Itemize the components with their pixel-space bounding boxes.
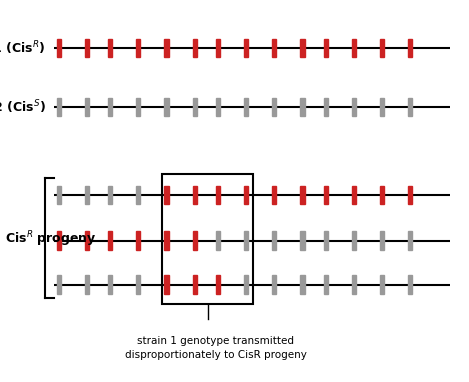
Bar xyxy=(244,275,249,294)
Bar xyxy=(108,39,112,57)
Bar xyxy=(192,98,197,116)
Bar xyxy=(164,186,168,204)
Bar xyxy=(192,231,197,250)
Bar xyxy=(136,39,141,57)
Bar xyxy=(300,39,305,57)
Bar xyxy=(56,231,61,250)
Bar xyxy=(164,231,168,250)
Bar xyxy=(380,231,385,250)
Bar xyxy=(324,98,328,116)
Bar xyxy=(324,186,328,204)
Bar xyxy=(136,186,141,204)
Bar xyxy=(192,39,197,57)
Bar xyxy=(408,186,413,204)
Text: strain 2 (Cis$^S$): strain 2 (Cis$^S$) xyxy=(0,98,46,116)
Bar xyxy=(216,39,220,57)
Text: strain 1 genotype transmitted
disproportionately to CisR progeny: strain 1 genotype transmitted disproport… xyxy=(125,336,307,360)
Bar xyxy=(56,186,61,204)
Bar xyxy=(380,186,385,204)
Bar xyxy=(56,98,61,116)
Bar xyxy=(352,275,356,294)
Bar xyxy=(108,186,112,204)
Bar xyxy=(56,275,61,294)
Bar xyxy=(84,39,89,57)
Bar xyxy=(108,275,112,294)
Bar xyxy=(136,98,141,116)
Bar xyxy=(164,98,168,116)
Bar xyxy=(408,98,413,116)
Bar xyxy=(324,39,328,57)
Bar xyxy=(84,275,89,294)
Bar xyxy=(300,275,305,294)
Bar xyxy=(84,186,89,204)
Bar xyxy=(108,231,112,250)
Bar xyxy=(136,231,141,250)
Bar xyxy=(352,231,356,250)
Bar xyxy=(216,98,220,116)
Text: Cis$^R$ progeny: Cis$^R$ progeny xyxy=(5,229,97,249)
Bar xyxy=(352,186,356,204)
Bar xyxy=(244,39,249,57)
Bar xyxy=(216,231,220,250)
Bar xyxy=(164,39,168,57)
Bar xyxy=(84,98,89,116)
Bar xyxy=(380,275,385,294)
Bar xyxy=(408,39,413,57)
Bar xyxy=(272,98,277,116)
Bar xyxy=(272,39,277,57)
Bar xyxy=(272,275,277,294)
Bar xyxy=(216,275,220,294)
Bar xyxy=(380,39,385,57)
Bar xyxy=(244,231,249,250)
Bar xyxy=(408,275,413,294)
Bar xyxy=(380,98,385,116)
Bar xyxy=(300,98,305,116)
Bar xyxy=(324,275,328,294)
Bar xyxy=(216,186,220,204)
Bar xyxy=(108,98,112,116)
Bar xyxy=(244,186,249,204)
Bar xyxy=(192,186,197,204)
Bar xyxy=(352,98,356,116)
Bar xyxy=(272,231,277,250)
Bar xyxy=(164,275,168,294)
Bar xyxy=(272,186,277,204)
Bar xyxy=(192,275,197,294)
Bar xyxy=(56,39,61,57)
Bar xyxy=(244,98,249,116)
Bar xyxy=(324,231,328,250)
Bar xyxy=(300,186,305,204)
Bar xyxy=(408,231,413,250)
Bar xyxy=(136,275,141,294)
Bar xyxy=(84,231,89,250)
Bar xyxy=(300,231,305,250)
Bar xyxy=(352,39,356,57)
Bar xyxy=(162,174,253,304)
Text: strain 1 (Cis$^R$): strain 1 (Cis$^R$) xyxy=(0,39,46,57)
